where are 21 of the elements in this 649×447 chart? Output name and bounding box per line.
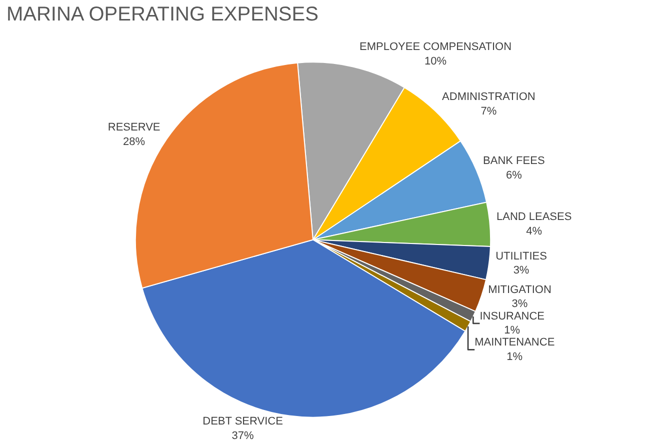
slice-label: BANK FEES — [483, 155, 545, 168]
data-label: 6% — [506, 169, 522, 182]
data-label: 1% — [504, 324, 520, 337]
data-label: 1% — [506, 350, 523, 363]
slice-label: ADMINISTRATION — [442, 91, 536, 104]
data-label: 7% — [480, 105, 497, 118]
slice-label: UTILITIES — [496, 250, 547, 262]
slice-label: INSURANCE — [480, 310, 545, 322]
data-label: 3% — [513, 264, 530, 277]
slice-label: EMPLOYEE COMPENSATION — [360, 41, 512, 54]
slice-label: RESERVE — [108, 122, 160, 134]
slice-label: MITIGATION — [488, 284, 552, 296]
data-label: 3% — [512, 298, 528, 310]
data-label: 37% — [232, 430, 254, 442]
data-label: 4% — [526, 225, 542, 238]
data-label: 10% — [424, 55, 447, 68]
slice-label: DEBT SERVICE — [202, 416, 283, 428]
slice-label: MAINTENANCE — [474, 336, 555, 349]
slice-label: LAND LEASES — [496, 211, 572, 224]
data-label: 28% — [123, 136, 146, 148]
chart-title: MARINA OPERATING EXPENSES — [6, 4, 318, 26]
